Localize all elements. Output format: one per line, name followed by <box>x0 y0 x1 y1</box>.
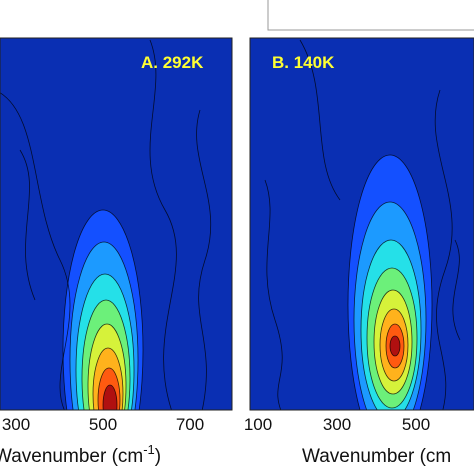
contour-level-line <box>62 209 144 410</box>
x-tick-label: 500 <box>89 415 117 434</box>
panel-a: A. 292K 300 500 700 <box>0 37 233 434</box>
panel-a-x-axis-title-suffix: ) <box>155 446 161 467</box>
panel-a-contour-fills <box>63 210 143 410</box>
panel-a-x-axis-title-sup: -1 <box>143 442 155 457</box>
panel-b-x-axis-title-main: Wavenumber (cm <box>302 446 451 467</box>
x-tick-label: 500 <box>402 415 430 434</box>
panel-b-x-ticks: 100 300 500 <box>244 415 430 434</box>
panel-a-x-axis-title-main: Wavenumber (cm <box>0 446 143 467</box>
contour-level-line <box>92 347 124 410</box>
top-right-box <box>267 0 474 31</box>
contour-level-line <box>69 241 139 410</box>
background-contour-line <box>196 109 212 410</box>
panel-b-x-axis-title: Wavenumber (cm <box>302 446 451 467</box>
panel-a-contour-lines <box>0 39 212 410</box>
background-contour-line <box>452 239 461 341</box>
contour-level-fill <box>390 336 400 356</box>
panel-a-label: A. 292K <box>141 53 204 72</box>
contour-level-line <box>81 299 131 410</box>
contour-level-fill <box>103 385 117 410</box>
background-contour-line <box>149 39 177 410</box>
panel-b-contour-lines <box>264 39 461 410</box>
panel-a-x-ticks: 300 500 700 <box>2 415 204 434</box>
x-tick-label: 100 <box>244 415 272 434</box>
panel-b: B. 140K 100 300 500 <box>244 37 474 434</box>
contour-level-line <box>97 367 121 410</box>
contour-level-line <box>373 289 413 395</box>
background-contour-line <box>19 149 36 301</box>
background-contour-line <box>0 92 71 410</box>
background-contour-line <box>434 89 453 410</box>
panel-b-label: B. 140K <box>272 53 335 72</box>
contour-level-line <box>87 323 127 410</box>
panel-a-x-axis-title: Wavenumber (cm-1) <box>0 442 161 467</box>
x-tick-label: 300 <box>323 415 351 434</box>
background-contour-line <box>299 39 341 201</box>
background-contour-line <box>264 179 283 410</box>
panel-b-contour-fills <box>348 155 432 410</box>
panel-b-frame <box>249 37 474 411</box>
contour-level-line <box>389 335 401 357</box>
contour-level-line <box>379 308 409 382</box>
contour-level-line <box>385 323 405 369</box>
contour-level-line <box>347 154 433 410</box>
contour-level-line <box>102 384 118 410</box>
x-tick-label: 300 <box>2 415 30 434</box>
x-tick-label: 700 <box>176 415 204 434</box>
contour-level-line <box>75 273 135 410</box>
contour-level-line <box>353 201 427 410</box>
contour-level-line <box>360 239 422 410</box>
panel-a-frame <box>0 37 233 411</box>
contour-level-line <box>366 267 418 409</box>
